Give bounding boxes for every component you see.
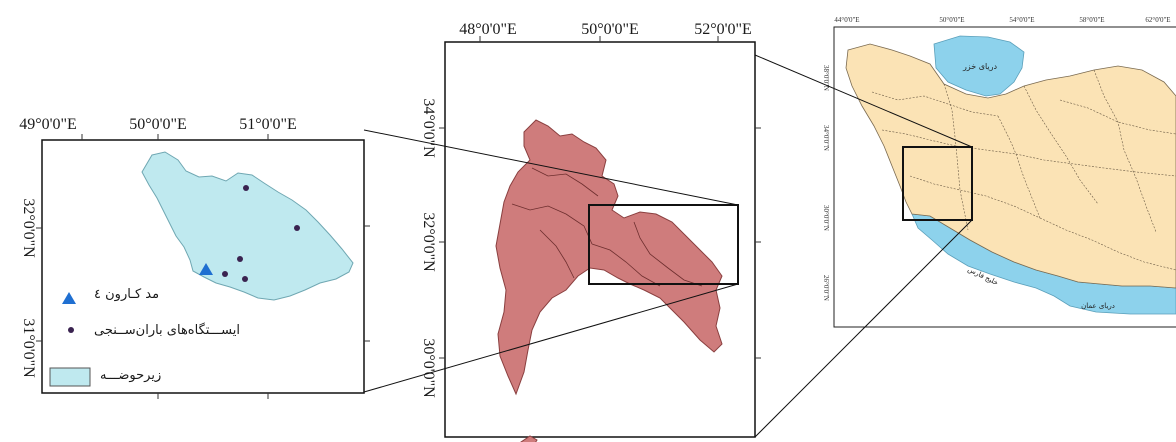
legend-subbasin-label: زیرحوضـــه bbox=[100, 368, 161, 383]
station-marker bbox=[242, 276, 248, 282]
lon-label: 49°0'0"E bbox=[19, 116, 77, 133]
lat-label: 32°0'0"N bbox=[20, 198, 37, 258]
rectangle-swatch-icon bbox=[49, 367, 91, 387]
station-marker bbox=[294, 225, 300, 231]
subbasin-shape bbox=[141, 151, 354, 301]
caspian-sea bbox=[933, 35, 1025, 97]
lon-label: 51°0'0"E bbox=[239, 116, 297, 133]
basin-shape bbox=[495, 119, 723, 396]
lon-label: 44°0'0"E bbox=[834, 16, 859, 24]
station-marker bbox=[222, 271, 228, 277]
basin-extent-box bbox=[902, 146, 973, 221]
oman-label: دریای عمان bbox=[1081, 302, 1115, 310]
legend-station-label: ایســـتگاه‌های باران‌ســنجی bbox=[94, 322, 240, 338]
station-marker bbox=[237, 256, 243, 262]
connector-lines bbox=[363, 54, 973, 438]
basin-divides bbox=[511, 167, 703, 287]
lon-label: 58°0'0"E bbox=[1079, 16, 1104, 24]
dot-icon bbox=[68, 327, 74, 333]
station-markers bbox=[222, 185, 300, 282]
subbasin-map: 49°0'0"E 50°0'0"E 51°0'0"E 32°0'0"N 31°0… bbox=[19, 116, 370, 399]
legend-dam-label: مد کـارون ٤ bbox=[94, 287, 159, 302]
caspian-label: دریای خزر bbox=[962, 62, 998, 71]
triangle-icon bbox=[62, 292, 76, 304]
dam-marker bbox=[199, 263, 213, 275]
subbasin-extent-box bbox=[588, 204, 739, 285]
lat-label: 30°0'0"N bbox=[420, 338, 437, 398]
legend: مد کـارون ٤ ایســـتگاه‌های باران‌ســنجی … bbox=[49, 287, 240, 387]
lat-label: 31°0'0"N bbox=[20, 318, 37, 378]
station-marker bbox=[243, 185, 249, 191]
lon-label: 54°0'0"E bbox=[1009, 16, 1034, 24]
iran-map: 44°0'0"E 50°0'0"E 54°0'0"E 58°0'0"E 62°0… bbox=[822, 16, 1176, 328]
iran-shape bbox=[845, 43, 1176, 289]
basin-map: 48°0'0"E 50°0'0"E 52°0'0"E 34°0'0"N 32°0… bbox=[420, 21, 761, 442]
lat-label: 32°0'0"N bbox=[420, 212, 437, 272]
lat-label: 26°0'0"N bbox=[822, 275, 830, 301]
lon-label: 50°0'0"E bbox=[939, 16, 964, 24]
lon-label: 52°0'0"E bbox=[694, 21, 752, 38]
lon-label: 50°0'0"E bbox=[129, 116, 187, 133]
lon-label: 62°0'0"E bbox=[1145, 16, 1170, 24]
lat-label: 34°0'0"N bbox=[822, 125, 830, 151]
lon-label: 50°0'0"E bbox=[581, 21, 639, 38]
lat-label: 34°0'0"N bbox=[420, 98, 437, 158]
lon-label: 48°0'0"E bbox=[459, 21, 517, 38]
lat-label: 30°0'0"N bbox=[822, 205, 830, 231]
basin-fragment bbox=[520, 435, 538, 442]
lat-label: 38°0'0"N bbox=[822, 65, 830, 91]
